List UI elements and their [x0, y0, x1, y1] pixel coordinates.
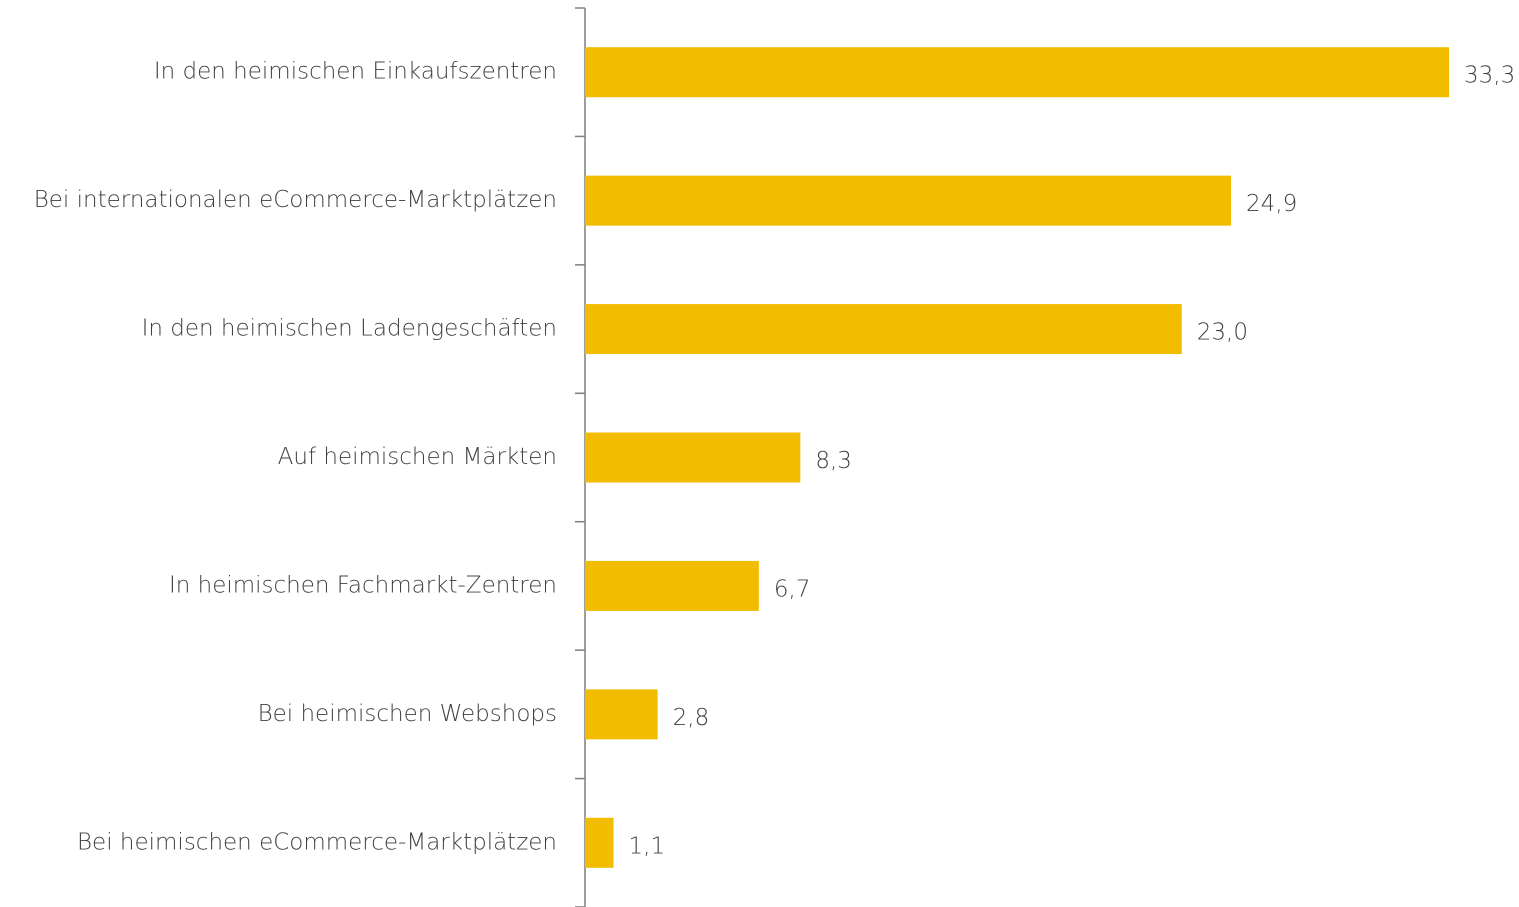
value-label: 1,1 [629, 833, 666, 859]
category-label: In den heimischen Einkaufszentren [154, 59, 557, 85]
value-label: 6,7 [774, 576, 811, 602]
category-label: Auf heimischen Märkten [278, 444, 557, 470]
value-label: 24,9 [1246, 191, 1297, 217]
value-label: 23,0 [1197, 320, 1248, 346]
bar [585, 817, 614, 868]
bar [585, 304, 1182, 355]
bar [585, 47, 1449, 98]
bar [585, 689, 658, 740]
category-label: In den heimischen Ladengeschäften [142, 316, 557, 342]
value-label: 33,3 [1464, 63, 1515, 89]
category-label: Bei heimischen Webshops [258, 701, 557, 727]
category-label: Bei heimischen eCommerce-Marktplätzen [77, 829, 557, 855]
value-label: 8,3 [815, 448, 852, 474]
bar [585, 560, 759, 611]
bar [585, 432, 801, 483]
value-label: 2,8 [673, 705, 710, 731]
bar [585, 175, 1232, 226]
category-label: Bei internationalen eCommerce-Marktplätz… [34, 187, 557, 213]
category-label: In heimischen Fachmarkt-Zentren [169, 572, 557, 598]
